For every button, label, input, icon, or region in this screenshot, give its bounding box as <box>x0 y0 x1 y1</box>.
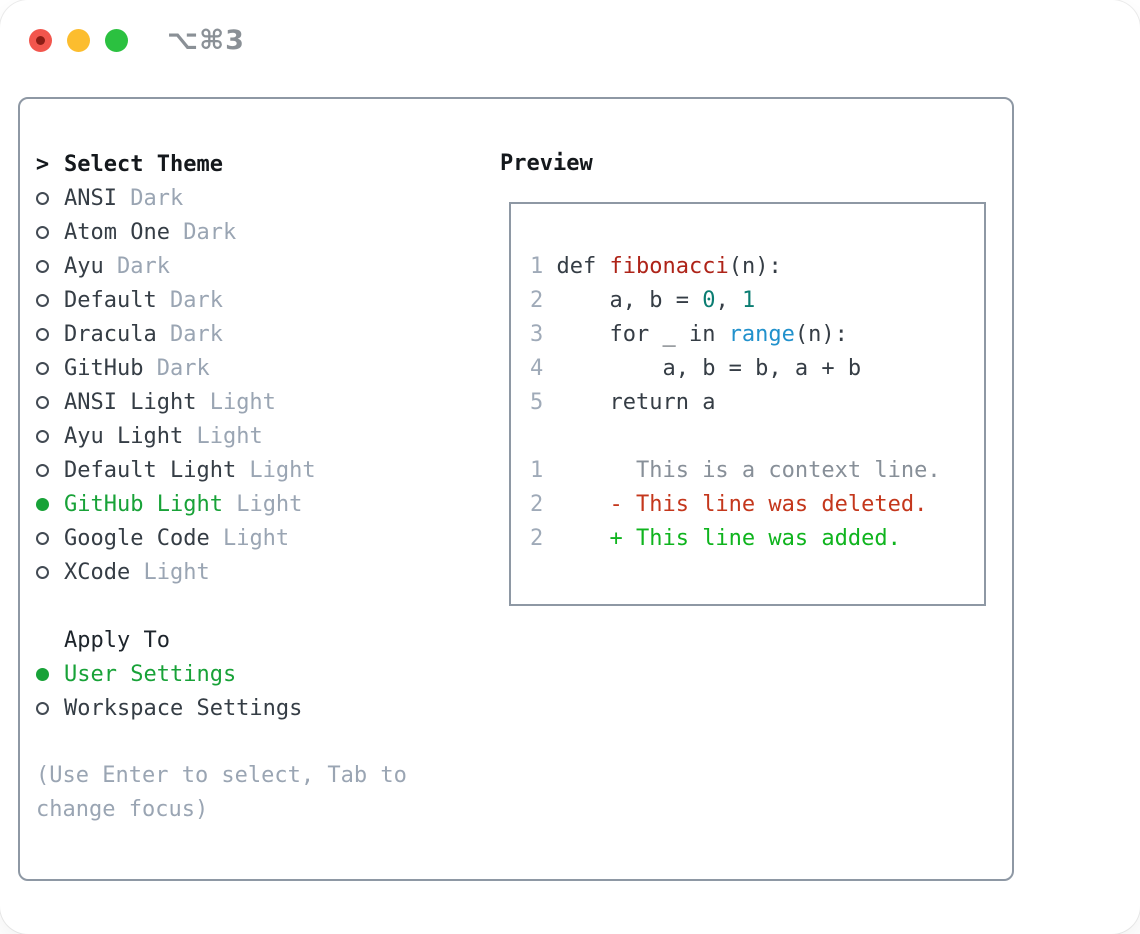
spacer <box>36 589 407 623</box>
theme-picker-panel: > Select Theme ANSI Dark Atom One Dark Ayu… <box>18 97 1014 881</box>
radio-unselected-icon <box>36 191 49 205</box>
preview-heading: Preview <box>500 151 593 176</box>
zoom-button[interactable] <box>105 29 128 52</box>
diff-line: 2 - This line was deleted. <box>530 492 928 517</box>
apply-option-label: Workspace Settings <box>64 695 303 721</box>
theme-variant-label: Dark <box>143 355 210 381</box>
apply-to-options-list: User Settings Workspace Settings <box>36 657 407 725</box>
theme-variant-label: Light <box>130 559 210 585</box>
apply-option-user-settings[interactable]: User Settings <box>36 657 407 691</box>
code-line: 2 a, b = 0, 1 <box>530 288 756 313</box>
radio-unselected-icon <box>36 327 49 341</box>
code-line: 3 for _ in range(n): <box>530 322 848 347</box>
radio-unselected-icon <box>36 463 49 477</box>
theme-name: Google Code <box>64 525 210 551</box>
radio-unselected-icon <box>36 361 49 375</box>
titlebar: ⌥⌘3 <box>29 25 245 56</box>
theme-name: ANSI Light <box>64 389 197 415</box>
theme-variant-label: Light <box>236 457 316 483</box>
theme-option-github-light[interactable]: GitHub Light Light <box>36 487 407 521</box>
theme-variant-label: Dark <box>156 287 223 313</box>
keyboard-hint-line: change focus) <box>36 797 209 822</box>
line-number: 5 <box>530 390 544 415</box>
theme-variant-label: Light <box>209 525 290 551</box>
close-button[interactable] <box>29 29 52 52</box>
code-preview: 1 def fibonacci(n): 2 a, b = 0, 1 3 for _ … <box>530 250 976 420</box>
code-line: 5 return a <box>530 390 716 415</box>
keyboard-hint-line: (Use Enter to select, Tab to <box>36 763 407 788</box>
theme-name: GitHub Light <box>64 491 223 517</box>
radio-selected-icon <box>36 497 49 511</box>
line-number: 1 <box>530 458 544 483</box>
line-number: 2 <box>530 288 544 313</box>
minimize-button[interactable] <box>67 29 90 52</box>
diff-line: 1 This is a context line. <box>530 458 941 483</box>
theme-name: Atom One <box>64 219 170 245</box>
preview-column: Preview 1 def fibonacci(n): 2 a, b = 0, 1… <box>500 147 986 606</box>
line-number: 3 <box>530 322 544 347</box>
line-number: 2 <box>530 492 544 517</box>
theme-variant-label: Dark <box>169 219 237 245</box>
theme-name: GitHub <box>64 355 144 381</box>
apply-to-heading: Apply To <box>64 627 170 653</box>
apply-to-heading-row: Apply To <box>36 623 407 657</box>
theme-option-default-light[interactable]: Default Light Light <box>36 453 407 487</box>
line-number: 1 <box>530 254 544 279</box>
diff-line: 2 + This line was added. <box>530 526 901 551</box>
spacer <box>36 725 407 759</box>
theme-list-column: > Select Theme ANSI Dark Atom One Dark Ayu… <box>36 147 407 827</box>
apply-option-label: User Settings <box>64 661 237 687</box>
theme-name: ANSI <box>64 185 117 211</box>
theme-name: Ayu <box>64 253 104 279</box>
theme-variant-label: Dark <box>116 185 184 211</box>
theme-variant-label: Light <box>196 389 276 415</box>
theme-name: Ayu Light <box>64 423 184 449</box>
theme-variant-label: Light <box>222 491 303 517</box>
theme-name: Default Light <box>64 457 237 483</box>
theme-options-list: ANSI Dark Atom One Dark Ayu Dark Default Da… <box>36 181 407 589</box>
line-number: 4 <box>530 356 544 381</box>
radio-unselected-icon <box>36 395 49 409</box>
theme-option-google-code[interactable]: Google Code Light <box>36 521 407 555</box>
theme-variant-label: Dark <box>156 321 223 347</box>
theme-variant-label: Dark <box>103 253 170 279</box>
radio-unselected-icon <box>36 225 49 239</box>
diff-preview: 1 This is a context line. 2 - This line w… <box>530 454 976 556</box>
theme-option-ansi[interactable]: ANSI Dark <box>36 181 407 215</box>
radio-unselected-icon <box>36 429 49 443</box>
radio-unselected-icon <box>36 293 49 307</box>
theme-option-ayu-light[interactable]: Ayu Light Light <box>36 419 407 453</box>
theme-option-github[interactable]: GitHub Dark <box>36 351 407 385</box>
theme-option-ayu[interactable]: Ayu Dark <box>36 249 407 283</box>
titlebar-shortcut: ⌥⌘3 <box>167 25 245 56</box>
theme-option-atom-one[interactable]: Atom One Dark <box>36 215 407 249</box>
theme-name: Dracula <box>64 321 157 347</box>
theme-option-ansi-light[interactable]: ANSI Light Light <box>36 385 407 419</box>
select-theme-heading-row: > Select Theme <box>36 147 407 181</box>
theme-option-xcode[interactable]: XCode Light <box>36 555 407 589</box>
preview-box: 1 def fibonacci(n): 2 a, b = 0, 1 3 for _ … <box>509 202 986 606</box>
radio-unselected-icon <box>36 259 49 273</box>
radio-unselected-icon <box>36 701 49 715</box>
theme-name: Default <box>64 287 157 313</box>
radio-unselected-icon <box>36 565 49 579</box>
apply-option-workspace-settings[interactable]: Workspace Settings <box>36 691 407 725</box>
theme-name: XCode <box>64 559 131 585</box>
theme-option-default[interactable]: Default Dark <box>36 283 407 317</box>
blank-line <box>530 420 976 454</box>
code-line: 1 def fibonacci(n): <box>530 254 782 279</box>
radio-selected-icon <box>36 667 49 681</box>
radio-unselected-icon <box>36 531 49 545</box>
code-line: 4 a, b = b, a + b <box>530 356 862 381</box>
select-theme-heading: Select Theme <box>64 151 223 177</box>
prompt-cursor-icon: > <box>35 151 50 177</box>
line-number: 2 <box>530 526 544 551</box>
theme-option-dracula[interactable]: Dracula Dark <box>36 317 407 351</box>
theme-variant-label: Light <box>183 423 263 449</box>
keyboard-hint: (Use Enter to select, Tab to change focu… <box>36 759 407 827</box>
